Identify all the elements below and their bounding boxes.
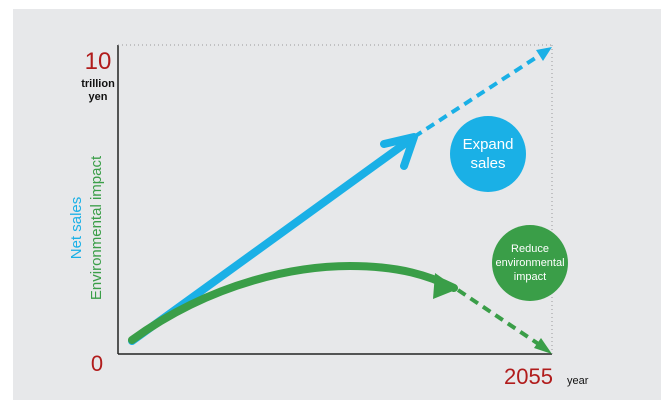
sales-dashed-arrowhead xyxy=(536,47,552,61)
diagram-panel xyxy=(13,9,661,400)
y-max-value: 10 xyxy=(85,48,112,75)
env-dashed-arrowhead xyxy=(534,338,552,354)
expand-sales-bubble xyxy=(450,116,526,192)
expand-sales-line2: sales xyxy=(470,155,505,172)
expand-sales-line1: Expand xyxy=(463,136,514,153)
env-curve-dashed xyxy=(456,288,542,347)
axis-title-environmental-impact: Environmental impact xyxy=(88,155,105,300)
env-arrowhead xyxy=(433,273,458,299)
reduce-impact-line3: impact xyxy=(514,271,546,283)
reduce-impact-bubble xyxy=(492,225,568,301)
axis-title-net-sales: Net sales xyxy=(68,197,85,260)
y-unit-trillion: trillion xyxy=(81,78,115,90)
y-unit-yen: yen xyxy=(89,91,108,103)
y-min-value: 0 xyxy=(91,351,103,376)
sales-arrow-dashed xyxy=(412,53,542,139)
env-curve-solid xyxy=(128,261,458,344)
reduce-impact-line2: environmental xyxy=(495,257,564,269)
x-end-value: 2055 xyxy=(504,364,553,389)
x-unit-year: year xyxy=(567,375,589,387)
reduce-impact-line1: Reduce xyxy=(511,243,549,255)
